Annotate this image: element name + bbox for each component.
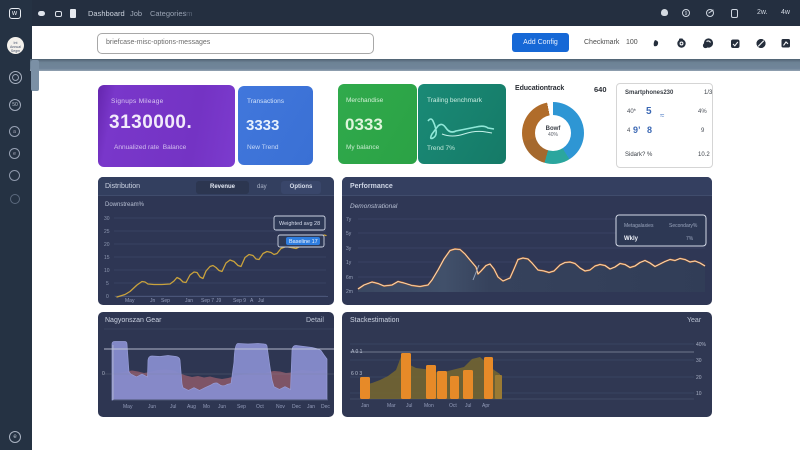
svg-text:A: A <box>250 298 254 304</box>
svg-text:3y: 3y <box>346 246 352 252</box>
svg-text:40%: 40% <box>696 342 707 348</box>
svg-text:Sep: Sep <box>161 298 170 304</box>
svg-text:5: 5 <box>106 281 109 287</box>
svg-text:Jul: Jul <box>406 403 412 409</box>
svg-text:Jun: Jun <box>148 404 156 410</box>
svg-text:25: 25 <box>104 229 110 235</box>
svg-text:6 0 3: 6 0 3 <box>351 371 362 377</box>
svg-text:0: 0 <box>102 371 105 377</box>
svg-text:Jan: Jan <box>307 404 315 410</box>
svg-text:30: 30 <box>104 216 110 222</box>
svg-text:Jan: Jan <box>361 403 369 409</box>
svg-text:6m: 6m <box>346 275 353 281</box>
svg-text:Mon: Mon <box>424 403 434 409</box>
svg-text:30: 30 <box>696 358 702 364</box>
svg-text:Jun: Jun <box>218 404 226 410</box>
svg-text:1y: 1y <box>346 260 352 266</box>
svg-text:Sep: Sep <box>237 404 246 410</box>
svg-text:Sep 7: Sep 7 <box>201 298 214 304</box>
svg-text:2m: 2m <box>346 289 353 295</box>
svg-text:J9: J9 <box>216 298 222 304</box>
svg-text:May: May <box>125 298 135 304</box>
svg-text:Baseline 17: Baseline 17 <box>289 239 318 245</box>
svg-text:Dec: Dec <box>292 404 301 410</box>
svg-text:Secondary%: Secondary% <box>669 223 698 229</box>
svg-text:Jul: Jul <box>465 403 471 409</box>
svg-text:15: 15 <box>104 255 110 261</box>
svg-text:7%: 7% <box>686 236 694 242</box>
svg-text:Apr: Apr <box>482 403 490 409</box>
svg-text:5y: 5y <box>346 231 352 237</box>
svg-text:Metagalaxies: Metagalaxies <box>624 223 654 229</box>
svg-text:Jn: Jn <box>150 298 156 304</box>
svg-text:Nov: Nov <box>276 404 285 410</box>
svg-text:May: May <box>123 404 133 410</box>
svg-text:10: 10 <box>696 391 702 397</box>
svg-text:Weighted avg 28: Weighted avg 28 <box>279 221 320 227</box>
svg-text:Mo: Mo <box>203 404 210 410</box>
svg-text:Sep 9: Sep 9 <box>233 298 246 304</box>
svg-text:20: 20 <box>696 375 702 381</box>
svg-text:Dec: Dec <box>321 404 330 410</box>
svg-text:Oct: Oct <box>256 404 264 410</box>
svg-text:Wkly: Wkly <box>624 236 639 242</box>
svg-text:20: 20 <box>104 242 110 248</box>
svg-text:A 0 1: A 0 1 <box>351 349 363 355</box>
svg-text:10: 10 <box>104 268 110 274</box>
svg-text:Jan: Jan <box>185 298 193 304</box>
svg-text:Mar: Mar <box>387 403 396 409</box>
svg-text:Jul: Jul <box>258 298 264 304</box>
svg-text:0: 0 <box>106 294 109 300</box>
svg-text:Oct: Oct <box>449 403 457 409</box>
svg-text:Aug: Aug <box>187 404 196 410</box>
svg-text:Jul: Jul <box>170 404 176 410</box>
svg-text:7y: 7y <box>346 217 352 223</box>
